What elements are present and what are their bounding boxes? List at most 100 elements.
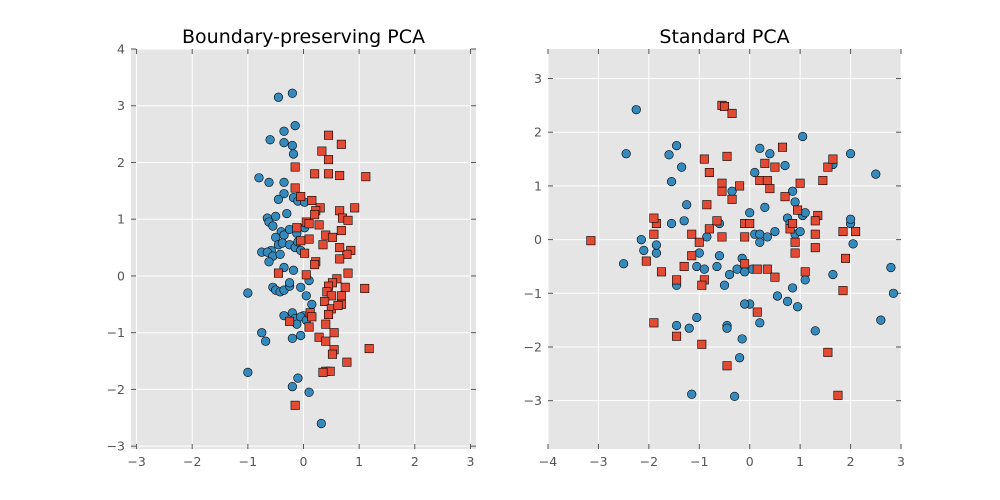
data-point-circle [714,251,725,261]
data-point-circle [677,162,687,172]
data-point-circle [651,248,662,258]
data-point-square [318,367,328,377]
data-point-square [697,280,707,290]
data-point-circle [729,391,740,401]
data-point-square [800,267,810,277]
data-point-square [755,176,765,186]
data-point-square [704,167,714,177]
data-point-circle [795,226,805,237]
data-point-square [327,349,337,359]
data-point-circle [619,259,629,269]
data-point-circle [273,92,284,102]
data-point-square [360,283,370,293]
data-point-circle [787,186,798,196]
data-point-square [649,213,659,223]
data-point-circle [745,208,755,218]
data-point-square [324,169,334,179]
x-tick-label: 0 [746,454,754,469]
plot-standard-pca: −4 −3 −2 −1 0 1 2 3 −3 −2 −1 0 1 2 3 Standard PCA [524,26,905,469]
data-point-circle [787,283,798,293]
data-point-square [292,223,302,233]
chart-title: Standard PCA [659,26,789,48]
data-point-circle [279,138,289,148]
data-point-square [702,200,712,210]
data-point-square [851,227,861,237]
data-point-circle [679,216,689,226]
data-point-square [838,227,848,237]
data-point-square [329,328,339,338]
data-point-circle [888,288,899,298]
data-point-square [828,154,838,164]
data-point-square [290,162,300,172]
data-point-circle [671,141,682,151]
data-point-square [810,229,820,239]
data-point-square [745,218,755,228]
data-point-square [765,184,775,194]
data-point-circle [243,367,253,378]
data-point-circle [735,353,745,363]
data-point-circle [699,264,709,274]
data-point-square [290,400,300,410]
data-point-circle [282,208,292,219]
data-point-square [740,259,750,269]
data-point-square [672,331,682,341]
data-point-circle [694,248,704,258]
data-point-square [770,162,780,172]
data-point-square [727,194,737,204]
y-tick-label: −2 [107,382,125,397]
x-tick-label: −1 [239,454,257,469]
data-point-circle [671,320,682,331]
data-point-circle [687,389,697,399]
data-point-circle [760,202,770,212]
data-point-circle [692,312,702,323]
data-point-square [790,237,800,247]
y-tick-label: −3 [107,439,125,454]
data-point-circle [755,143,765,153]
y-tick-label: −2 [524,339,542,354]
data-point-circle [279,126,289,136]
data-point-square [336,226,346,236]
x-tick-label: 1 [796,454,804,469]
data-point-circle [702,232,712,242]
data-point-square [301,270,311,280]
y-tick-label: −1 [524,286,542,301]
data-point-square [342,249,352,259]
y-tick-label: 4 [117,42,125,57]
data-point-square [717,178,727,188]
data-point-square [672,275,682,285]
data-point-circle [871,169,881,179]
data-point-square [780,192,790,202]
y-tick-label: 0 [534,232,542,247]
data-point-square [649,318,659,328]
gridlines [547,49,902,449]
data-point-circle [651,240,662,250]
data-point-circle [722,323,732,333]
x-tick-label: 0 [300,454,308,469]
data-point-circle [682,200,692,210]
data-point-square [314,220,324,230]
data-point-square [336,291,346,301]
data-point-square [717,232,727,242]
data-point-circle [798,131,808,142]
data-point-circle [279,177,289,187]
y-tick-label: 2 [534,125,542,140]
data-point-circle [740,267,750,277]
data-point-square [290,183,300,193]
y-tick-label: 0 [117,268,125,283]
x-tick-label: 1 [355,454,363,469]
data-point-circle [639,245,649,255]
data-point-square [717,186,727,196]
data-point-square [810,243,820,253]
data-point-square [704,224,714,234]
x-tick-label: 3 [466,454,474,469]
data-points [243,88,374,429]
data-point-square [760,158,770,168]
data-point-square [790,248,800,258]
x-tick-label: −3 [589,454,607,469]
data-point-circle [765,149,775,159]
data-point-circle [287,140,297,151]
data-point-circle [886,262,896,273]
data-point-circle [845,149,856,159]
data-point-square [712,216,722,226]
data-point-circle [284,278,295,288]
